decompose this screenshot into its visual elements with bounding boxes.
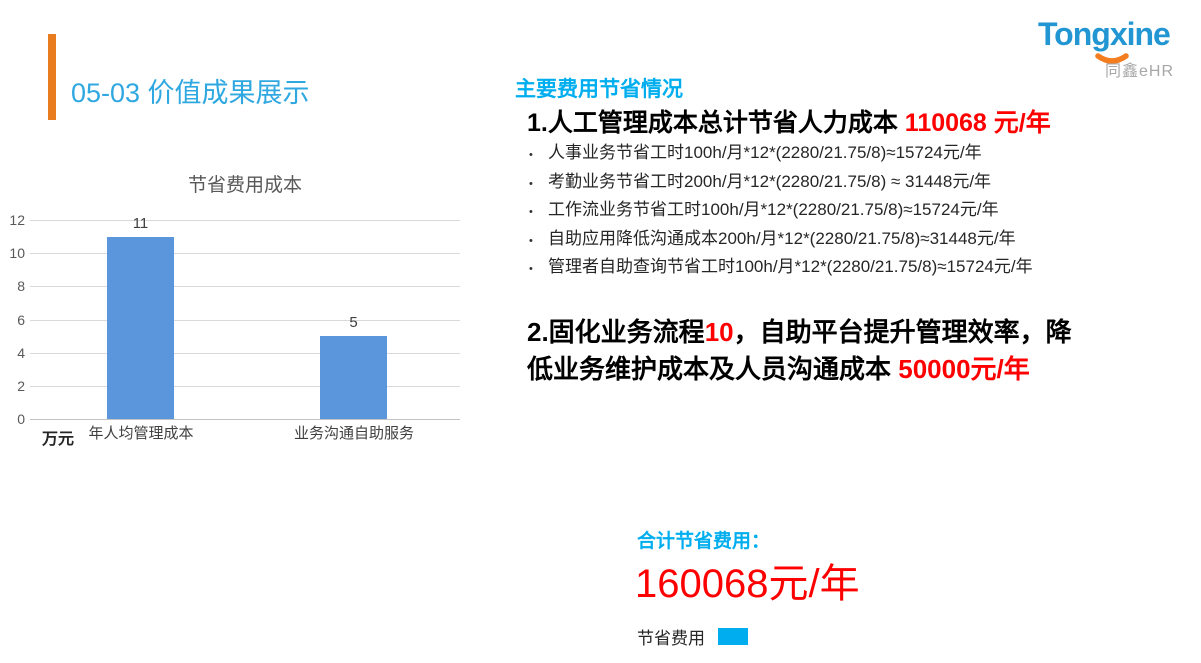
y-axis-tick-label: 6 bbox=[17, 311, 25, 328]
bar: 5 bbox=[320, 314, 387, 419]
y-axis-tick-label: 0 bbox=[17, 411, 25, 427]
brand-logo: Tongxine 同鑫eHR bbox=[1038, 16, 1198, 84]
bar-value-label: 5 bbox=[349, 314, 358, 332]
gridline bbox=[30, 286, 460, 288]
savings-item-2: 2.固化业务流程10，自助平台提升管理效率，降低业务维护成本及人员沟通成本 50… bbox=[527, 314, 1092, 388]
gridline bbox=[30, 419, 460, 420]
y-axis-tick-label: 8 bbox=[17, 278, 25, 295]
gridline bbox=[30, 253, 460, 255]
savings-item-2-run: 10 bbox=[704, 317, 734, 347]
savings-bar-chart: 节省费用成本 11 5 万元 0 2 4 6 8 10 12 年人均管理成本 业务沟通自助服务 bbox=[0, 160, 490, 460]
bar-value-label: 11 bbox=[132, 214, 149, 232]
savings-item-2-run: ，自助平台提升管理效率，降 bbox=[733, 317, 1072, 347]
x-axis-category-label: 年人均管理成本 bbox=[88, 425, 194, 442]
summary-total-value: 160068元/年 bbox=[635, 562, 860, 606]
legend-color-swatch bbox=[718, 628, 748, 645]
gridline bbox=[30, 385, 460, 387]
chart-unit-label: 万元 bbox=[42, 431, 75, 448]
y-axis-tick-label: 10 bbox=[9, 245, 25, 262]
savings-bullet-item: 人事业务节省工时100h/月*12*(2280/21.75/8)≈15724元/… bbox=[527, 144, 1087, 164]
chart-title: 节省费用成本 bbox=[187, 175, 302, 196]
x-axis-category-label: 业务沟通自助服务 bbox=[293, 425, 414, 442]
chart-legend: 节省费用 bbox=[637, 624, 748, 649]
brand-logo-text: Tongxine bbox=[1038, 16, 1171, 52]
savings-item-2-run: 低业务维护成本及人员沟通成本 bbox=[527, 354, 899, 384]
gridline bbox=[30, 220, 460, 221]
savings-bullet-list: 人事业务节省工时100h/月*12*(2280/21.75/8)≈15724元/… bbox=[527, 144, 1087, 287]
savings-item-1-amount: 110068 元/年 bbox=[904, 109, 1051, 137]
page-title: 05-03 价值成果展示 bbox=[71, 78, 310, 108]
savings-item-2-run: 2.固化业务流程 bbox=[527, 317, 705, 347]
brand-logo-subtext: 同鑫eHR bbox=[1105, 63, 1175, 80]
savings-bullet-item: 自助应用降低沟通成本200h/月*12*(2280/21.75/8)≈31448… bbox=[527, 230, 1087, 250]
title-accent-bar bbox=[48, 34, 56, 120]
y-axis-tick-label: 4 bbox=[17, 344, 25, 361]
summary-label: 合计节省费用： bbox=[637, 531, 771, 552]
savings-bullet-item: 管理者自助查询节省工时100h/月*12*(2280/21.75/8)≈1572… bbox=[527, 258, 1087, 278]
legend-label: 节省费用 bbox=[637, 629, 705, 648]
section-heading: 主要费用节省情况 bbox=[515, 78, 683, 101]
y-axis-tick-label: 2 bbox=[17, 377, 25, 394]
gridline bbox=[30, 352, 460, 354]
savings-bullet-item: 工作流业务节省工时100h/月*12*(2280/21.75/8)≈15724元… bbox=[527, 201, 1087, 221]
y-axis-tick-label: 12 bbox=[9, 212, 25, 228]
savings-item-2-run: 50000元/年 bbox=[898, 354, 1030, 384]
savings-item-1: 1.人工管理成本总计节省人力成本 110068 元/年 bbox=[527, 103, 1051, 139]
bar: 11 bbox=[107, 215, 174, 419]
chart-plot-area: 11 5 bbox=[30, 215, 460, 420]
logo-smile-icon bbox=[1095, 53, 1129, 64]
savings-bullet-item: 考勤业务节省工时200h/月*12*(2280/21.75/8) ≈ 31448… bbox=[527, 173, 1087, 193]
gridline bbox=[30, 319, 460, 321]
savings-item-1-text: 1.人工管理成本总计节省人力成本 bbox=[527, 109, 905, 137]
